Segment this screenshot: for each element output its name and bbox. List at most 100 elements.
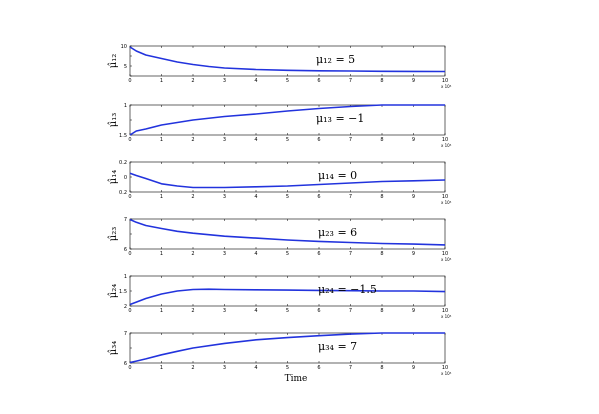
series-line: [129, 172, 446, 189]
y-tick-label: 1: [124, 274, 127, 280]
annotation: μ₂₄ = −1.5: [318, 283, 377, 296]
x-tick-label: 2: [191, 137, 194, 143]
x-multiplier: x 10⁴: [441, 371, 452, 376]
x-tick-label: 3: [223, 308, 226, 314]
x-tick-label: 7: [349, 251, 352, 257]
x-tick-label: 3: [223, 137, 226, 143]
x-tick-label: 8: [380, 194, 383, 200]
x-multiplier: x 10⁴: [441, 200, 452, 205]
x-tick-label: 10: [442, 194, 448, 200]
x-tick-label: 3: [223, 365, 226, 371]
x-tick-label: 1: [160, 365, 163, 371]
x-tick-label: 4: [254, 194, 257, 200]
x-tick-label: 8: [380, 137, 383, 143]
y-tick-label: 1: [124, 103, 127, 109]
y-tick-label: 0.2: [119, 160, 127, 166]
x-tick-label: 5: [286, 308, 289, 314]
x-tick-label: 8: [380, 78, 383, 84]
x-tick-label: 7: [349, 194, 352, 200]
x-tick-label: 4: [254, 137, 257, 143]
x-tick-label: 6: [317, 194, 320, 200]
x-tick-label: 1: [160, 78, 163, 84]
x-tick-label: 0: [128, 308, 131, 314]
x-tick-label: 6: [317, 308, 320, 314]
axes-frame: [129, 104, 446, 136]
y-tick-label: 6: [124, 361, 127, 367]
x-tick-label: 0: [128, 251, 131, 257]
series-line: [129, 218, 446, 246]
x-tick-label: 10: [442, 251, 448, 257]
x-tick-label: 3: [223, 78, 226, 84]
x-tick-label: 3: [223, 194, 226, 200]
x-tick-label: 4: [254, 365, 257, 371]
x-tick-label: 5: [286, 194, 289, 200]
x-tick-label: 2: [191, 78, 194, 84]
x-tick-label: 8: [380, 365, 383, 371]
y-tick-label: 6: [124, 247, 127, 253]
y-tick-label: 5: [124, 64, 127, 70]
axes-frame: [129, 161, 446, 193]
x-tick-label: 10: [442, 308, 448, 314]
x-tick-label: 9: [412, 308, 415, 314]
x-tick-label: 3: [223, 251, 226, 257]
y-axis-label: μ̂₁₄: [108, 170, 119, 185]
series-line: [129, 46, 446, 73]
x-tick-label: 4: [254, 251, 257, 257]
y-tick-label: 10: [121, 44, 127, 50]
x-tick-label: 6: [317, 365, 320, 371]
panel-2: 0 1 2 3 4 5 6 7 8 9 10x 10⁴ 1.5 1 μ̂₁₃ μ₁₃ = −1: [108, 103, 452, 148]
x-tick-label: 6: [317, 251, 320, 257]
y-tick-label: 7: [124, 217, 127, 223]
x-tick-label: 0: [128, 78, 131, 84]
x-multiplier: x 10⁴: [441, 84, 452, 89]
x-tick-label: 2: [191, 365, 194, 371]
x-tick-label: 2: [191, 194, 194, 200]
y-tick-label: 1.5: [119, 289, 127, 295]
y-axis-label: μ̂₁₂: [108, 54, 119, 69]
x-tick-label: 10: [442, 365, 448, 371]
annotation: μ₁₂ = 5: [316, 53, 355, 66]
x-tick-label: 1: [160, 251, 163, 257]
x-tick-label: 9: [412, 251, 415, 257]
y-tick-label: 2: [124, 304, 127, 310]
y-axis-label: μ̂₂₄: [108, 284, 119, 299]
annotation: μ₂₃ = 6: [318, 226, 357, 239]
x-tick-label: 0: [128, 194, 131, 200]
annotation: μ₁₃ = −1: [316, 112, 364, 125]
x-tick-label: 1: [160, 308, 163, 314]
series-line: [129, 332, 445, 364]
series-line: [129, 104, 445, 136]
x-tick-label: 10: [442, 137, 448, 143]
x-tick-label: 1: [160, 194, 163, 200]
x-tick-label: 9: [412, 78, 415, 84]
x-tick-label: 7: [349, 308, 352, 314]
panel-4: 0 1 2 3 4 5 6 7 8 9 10x 10⁴ 6 7 μ̂₂₃ μ₂₃ = 6: [108, 217, 452, 262]
y-axis-label: μ̂₁₃: [108, 113, 119, 128]
series-line: [129, 288, 446, 306]
x-tick-label: 2: [191, 251, 194, 257]
panel-5: 0 1 2 3 4 5 6 7 8 9 10x 10⁴ 2 1.5 1 μ̂₂₄ μ₂₄ = −1.5: [108, 274, 452, 319]
x-tick-label: 10: [442, 78, 448, 84]
y-tick-label: 0.2: [119, 190, 127, 196]
x-multiplier: x 10⁴: [441, 143, 452, 148]
annotation: μ₃₄ = 7: [318, 340, 357, 353]
y-axis-label: μ̂₂₃: [108, 227, 119, 242]
x-tick-label: 8: [380, 308, 383, 314]
x-tick-label: 4: [254, 308, 257, 314]
x-multiplier: x 10⁴: [441, 314, 452, 319]
y-tick-label: 7: [124, 331, 127, 337]
x-multiplier: x 10⁴: [441, 257, 452, 262]
x-tick-label: 5: [286, 137, 289, 143]
y-tick-label: 0: [124, 175, 127, 181]
x-tick-label: 5: [286, 251, 289, 257]
x-tick-label: 5: [286, 78, 289, 84]
x-tick-label: 5: [286, 365, 289, 371]
y-axis-label: μ̂₃₄: [108, 341, 119, 356]
x-tick-label: 9: [412, 365, 415, 371]
x-tick-label: 8: [380, 251, 383, 257]
x-tick-label: 9: [412, 137, 415, 143]
panel-6: 0 1 2 3 4 5 6 7 8 9 10x 10⁴ 6 7 μ̂₃₄ μ₃₄ = 7: [108, 331, 452, 376]
y-tick-label: 1.5: [119, 133, 127, 139]
